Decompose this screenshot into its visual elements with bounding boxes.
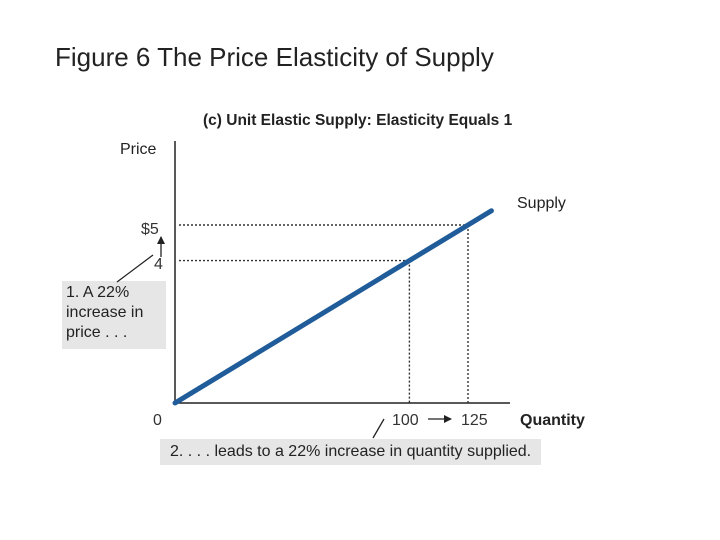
y-axis-label: Price xyxy=(120,141,157,158)
price-increase-callout: 1. A 22% increase in price . . . xyxy=(62,281,166,349)
y-tick-label-4: 4 xyxy=(154,256,163,273)
supply-series-label: Supply xyxy=(517,195,566,212)
price-callout-pointer xyxy=(116,254,154,283)
quantity-callout-pointer xyxy=(372,418,385,439)
x-axis-label: Quantity xyxy=(520,412,585,429)
y-tick-label-5: $5 xyxy=(141,221,159,238)
quantity-increase-callout: 2. . . . leads to a 22% increase in quan… xyxy=(160,439,542,465)
figure-title: Figure 6 The Price Elasticity of Supply xyxy=(55,42,494,72)
x-tick-label-125: 125 xyxy=(461,412,488,429)
x-tick-label-100: 100 xyxy=(392,412,419,429)
x-tick-label-0: 0 xyxy=(153,412,162,429)
supply-line xyxy=(172,208,494,406)
chart-subtitle: (c) Unit Elastic Supply: Elasticity Equa… xyxy=(203,112,513,129)
